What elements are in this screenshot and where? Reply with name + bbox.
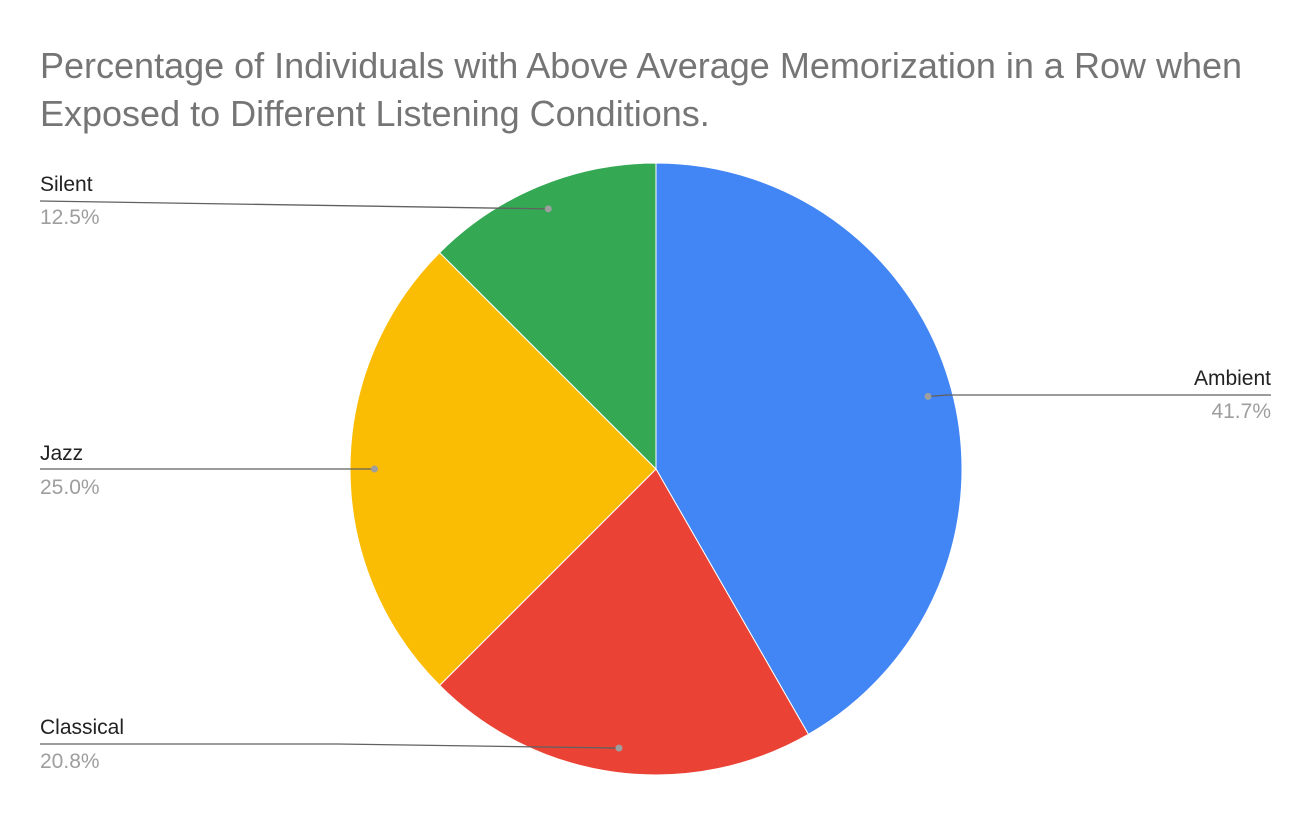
leader-dot-classical [615,744,623,752]
slice-label-ambient: Ambient [1194,367,1271,390]
slice-label-classical: Classical [40,716,124,739]
leader-dot-silent [544,205,552,213]
leader-line-classical [40,743,619,749]
pie-slice-classical [438,468,810,776]
pie-slice-silent [438,162,657,471]
slice-value-classical: 20.8% [40,750,100,773]
slice-value-ambient: 41.7% [1211,400,1271,423]
chart-title: Percentage of Individuals with Above Ave… [40,45,1243,134]
pie-labels: Ambient 41.7% Classical 20.8% Jazz 25.0% Silen… [39,173,1271,773]
slice-value-silent: 12.5% [40,206,100,229]
slice-value-jazz: 25.0% [40,476,100,499]
leader-dot-ambient [924,392,932,400]
leader-line-silent [39,200,549,210]
pie-slice-ambient [655,162,963,736]
slice-label-silent: Silent [40,173,93,196]
leader-line-ambient [927,394,1271,398]
slice-label-jazz: Jazz [40,442,83,465]
leader-dot-jazz [370,465,378,473]
pie-slices [349,162,963,776]
